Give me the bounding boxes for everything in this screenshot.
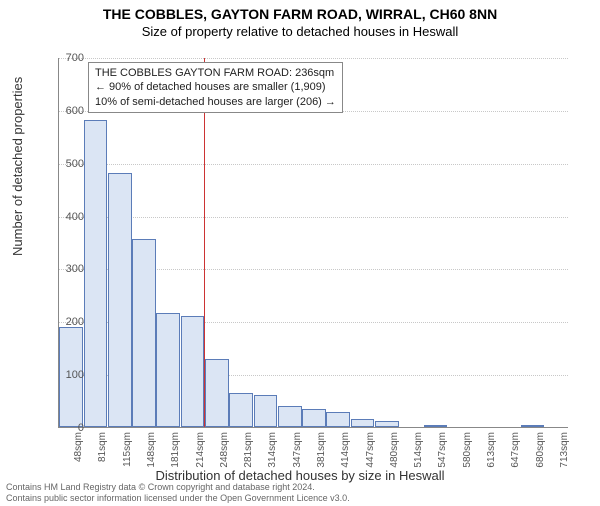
bar — [108, 173, 132, 427]
bar — [229, 393, 253, 427]
x-tick: 514sqm — [413, 432, 424, 468]
x-tick: 281sqm — [243, 432, 254, 468]
y-tick: 300 — [66, 263, 84, 275]
footer-line: Contains public sector information licen… — [6, 493, 350, 504]
bar — [84, 120, 108, 427]
annotation-line: 10% of semi-detached houses are larger (… — [95, 95, 336, 109]
y-tick: 400 — [66, 211, 84, 223]
x-tick: 680sqm — [535, 432, 546, 468]
bar — [521, 425, 545, 427]
bar — [278, 406, 302, 427]
bar — [205, 359, 229, 427]
footer-text: Contains HM Land Registry data © Crown c… — [6, 482, 350, 504]
annotation-line: THE COBBLES GAYTON FARM ROAD: 236sqm — [95, 66, 336, 80]
footer-line: Contains HM Land Registry data © Crown c… — [6, 482, 350, 493]
x-tick: 48sqm — [73, 432, 84, 462]
bar — [181, 316, 205, 427]
annotation-line: ← 90% of detached houses are smaller (1,… — [95, 80, 336, 94]
x-tick: 248sqm — [219, 432, 230, 468]
x-tick: 381sqm — [316, 432, 327, 468]
bar — [302, 409, 326, 428]
y-tick: 500 — [66, 158, 84, 170]
y-tick: 100 — [66, 369, 84, 381]
y-axis-label: Number of detached properties — [10, 77, 25, 256]
x-tick: 148sqm — [146, 432, 157, 468]
y-tick: 200 — [66, 316, 84, 328]
bar — [132, 239, 156, 427]
bar — [351, 419, 375, 427]
x-tick: 347sqm — [292, 432, 303, 468]
x-tick: 580sqm — [462, 432, 473, 468]
x-tick: 613sqm — [486, 432, 497, 468]
x-tick: 214sqm — [195, 432, 206, 468]
annotation-box: THE COBBLES GAYTON FARM ROAD: 236sqm ← 9… — [88, 62, 343, 113]
gridline — [59, 217, 568, 218]
x-tick: 81sqm — [97, 432, 108, 462]
bar — [156, 313, 180, 427]
x-tick: 647sqm — [510, 432, 521, 468]
bar — [375, 421, 399, 427]
gridline — [59, 164, 568, 165]
bar — [254, 395, 278, 427]
x-axis-label: Distribution of detached houses by size … — [0, 468, 600, 483]
x-tick: 414sqm — [340, 432, 351, 468]
x-tick: 115sqm — [122, 432, 133, 467]
bar — [424, 425, 448, 427]
bar — [326, 412, 350, 427]
x-tick: 547sqm — [437, 432, 448, 468]
reference-line — [204, 58, 205, 427]
y-tick: 700 — [66, 52, 84, 64]
plot-area — [58, 58, 568, 428]
x-tick: 447sqm — [365, 432, 376, 468]
x-tick: 181sqm — [170, 432, 181, 468]
x-tick: 713sqm — [559, 432, 570, 468]
y-tick: 600 — [66, 105, 84, 117]
gridline — [59, 58, 568, 59]
chart-title: THE COBBLES, GAYTON FARM ROAD, WIRRAL, C… — [0, 6, 600, 22]
x-tick: 480sqm — [389, 432, 400, 468]
x-tick: 314sqm — [267, 432, 278, 468]
chart-subtitle: Size of property relative to detached ho… — [0, 24, 600, 39]
chart-area: THE COBBLES GAYTON FARM ROAD: 236sqm ← 9… — [58, 58, 568, 428]
